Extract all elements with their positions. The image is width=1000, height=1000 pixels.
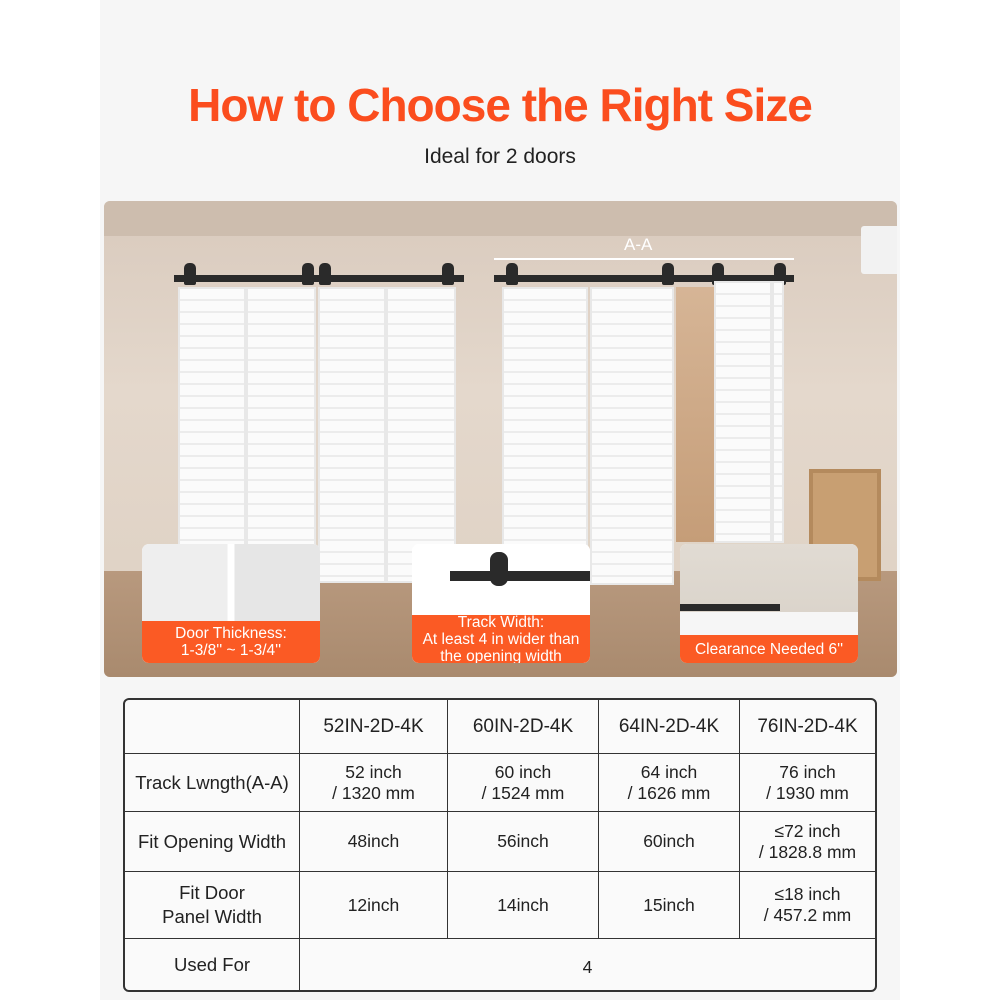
door-panel [590,287,674,585]
door-panel [318,287,386,583]
cell-line: / 1524 mm [481,782,565,803]
door-panel [178,287,246,583]
row-label: Used For [125,939,300,990]
door-panel-open [772,281,784,543]
cell-line: / 1828.8 mm [758,841,857,862]
size-table: 52IN-2D-4K 60IN-2D-4K 64IN-2D-4K 76IN-2D… [123,698,877,992]
table-row: Fit Door Panel Width 12inch 14inch 15inch… [125,872,875,939]
door-panel-open [714,281,772,543]
air-conditioner [861,226,897,274]
caption-line: 1-3/8'' ~ 1-3/4'' [180,642,282,659]
table-row: Fit Opening Width 48inch 56inch 60inch ≤… [125,812,875,872]
hanger [712,263,724,285]
clearance-callout: Clearance Needed 6'' [680,544,858,663]
hanger [184,263,196,285]
cell-line: 64 inch [640,761,698,782]
hanger [442,263,454,285]
cell-line: ≤18 inch [774,884,841,904]
table-cell: 15inch [599,872,740,939]
caption-line: At least 4 in wider than [422,630,580,648]
table-cell: 12inch [300,872,448,939]
callout-caption: Clearance Needed 6'' [680,635,858,663]
table-header-row: 52IN-2D-4K 60IN-2D-4K 64IN-2D-4K 76IN-2D… [125,700,875,754]
dimension-line [494,258,794,260]
ceiling [104,201,897,236]
table-cell: 48inch [300,812,448,872]
table-cell: 56inch [448,812,599,872]
page-title: How to Choose the Right Size [188,79,813,131]
table-header-cell: 76IN-2D-4K [740,700,875,754]
table-header-cell: 52IN-2D-4K [300,700,448,754]
row-label: Track Lwngth(A-A) [125,754,300,812]
hanger [662,263,674,285]
barn-door-track-right [494,275,794,282]
cell-line: / 1930 mm [766,782,849,803]
table-cell: 60inch [599,812,740,872]
hanger [319,263,331,285]
cell-line: 60 inch [494,761,552,782]
caption-line: Door Thickness: [175,625,287,642]
hanger [302,263,314,285]
table-cell: 76 inch/ 1930 mm [740,754,875,812]
product-photo: A-A Door Thickness: 1-3/8'' ~ 1-3/4'' Tr… [104,201,897,677]
table-cell: ≤18 inch/ 457.2 mm [740,872,875,939]
cell-line: 52 inch [345,761,402,782]
used-for-value: 4 [582,957,593,977]
cell-line: / 1626 mm [627,782,711,803]
table-cell: ≤72 inch/ 1828.8 mm [740,812,875,872]
caption-line: the opening width [440,647,562,664]
cell-line: 76 inch [779,761,836,782]
door-panel [386,287,456,583]
page-subtitle: Ideal for 2 doors [424,145,576,168]
label-line: Panel Width [162,906,262,927]
cell-line: / 1320 mm [332,782,415,803]
table-row: Track Lwngth(A-A) 52 inch/ 1320 mm 60 in… [125,754,875,812]
table-header-cell [125,700,300,754]
table-cell: 64 inch/ 1626 mm [599,754,740,812]
door-panel [246,287,316,583]
callout-caption: Track Width: At least 4 in wider than th… [412,613,590,664]
table-row-used-for: Used For 4 [125,939,875,990]
hanger [774,263,786,285]
row-label: Fit Opening Width [125,812,300,872]
cell-line: / 457.2 mm [763,905,852,925]
hanger [506,263,518,285]
door-thickness-callout: Door Thickness: 1-3/8'' ~ 1-3/4'' [142,544,320,663]
cell-line: ≤72 inch [774,820,841,841]
track-width-callout: Track Width: At least 4 in wider than th… [412,544,590,663]
table-cell: 14inch [448,872,599,939]
door-panel [502,287,588,585]
table-header-cell: 60IN-2D-4K [448,700,599,754]
row-label: Fit Door Panel Width [125,872,300,939]
doorway-opening [676,287,716,542]
caption-line: Track Width: [457,613,545,631]
label-line: Fit Door [179,882,245,903]
caption-line: Clearance Needed 6'' [694,640,844,658]
table-cell: 52 inch/ 1320 mm [300,754,448,812]
table-cell: 60 inch/ 1524 mm [448,754,599,812]
table-header-cell: 64IN-2D-4K [599,700,740,754]
callout-caption: Door Thickness: 1-3/8'' ~ 1-3/4'' [142,621,320,663]
dimension-label: A-A [624,235,653,254]
